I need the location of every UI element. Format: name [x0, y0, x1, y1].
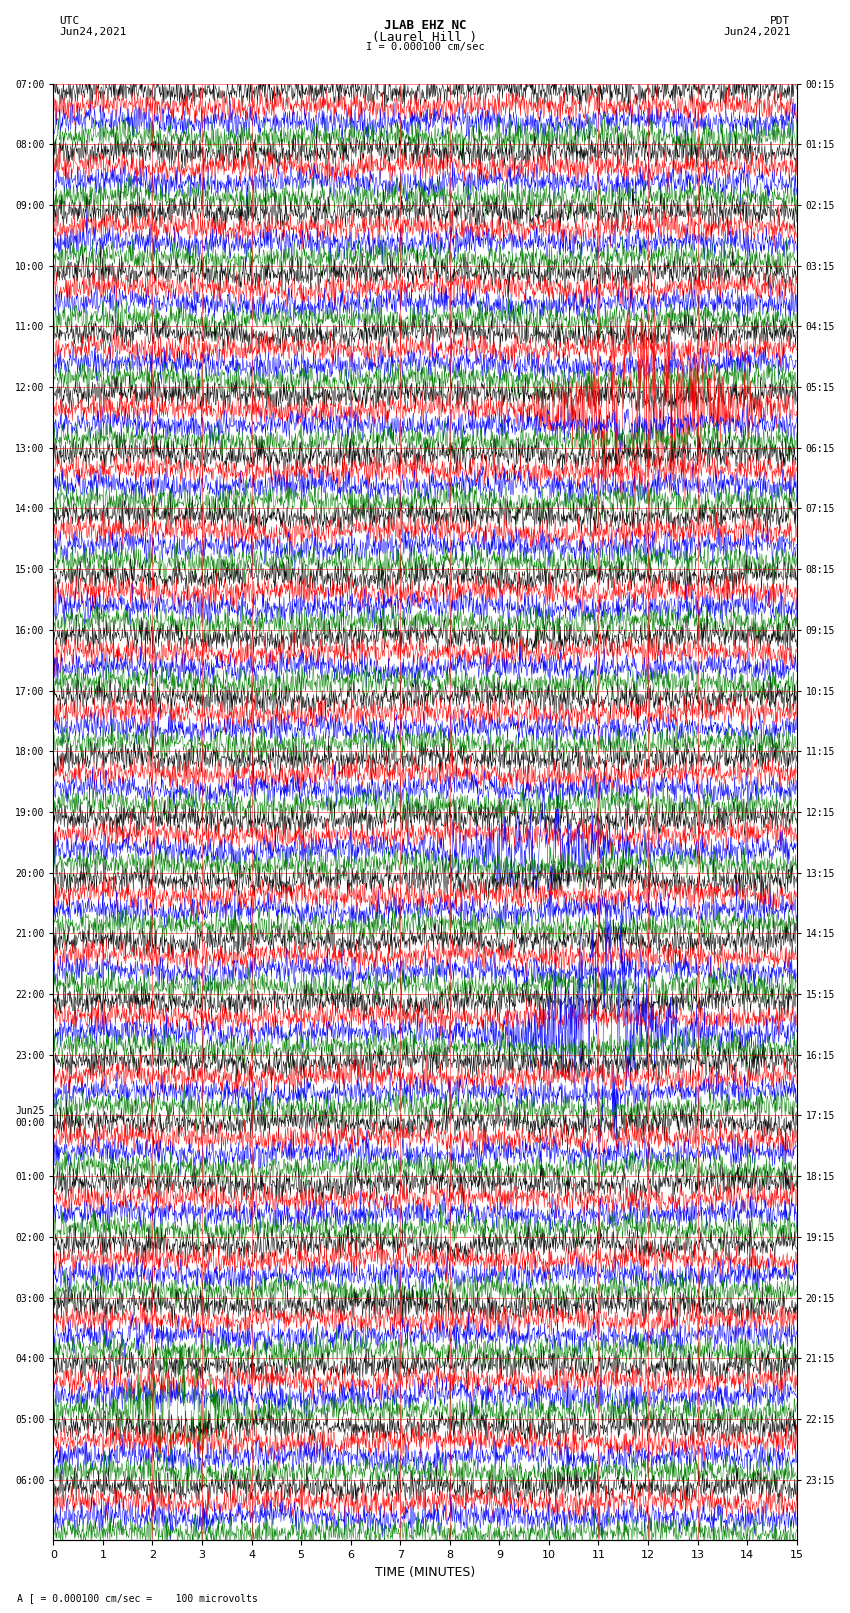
- Text: UTC: UTC: [60, 16, 80, 26]
- Text: PDT: PDT: [770, 16, 790, 26]
- Text: JLAB EHZ NC: JLAB EHZ NC: [383, 19, 467, 32]
- Text: Jun24,2021: Jun24,2021: [723, 27, 791, 37]
- Text: Jun24,2021: Jun24,2021: [60, 27, 127, 37]
- Text: (Laurel Hill ): (Laurel Hill ): [372, 31, 478, 44]
- Text: A [ = 0.000100 cm/sec =    100 microvolts: A [ = 0.000100 cm/sec = 100 microvolts: [17, 1594, 258, 1603]
- Text: I = 0.000100 cm/sec: I = 0.000100 cm/sec: [366, 42, 484, 52]
- X-axis label: TIME (MINUTES): TIME (MINUTES): [375, 1566, 475, 1579]
